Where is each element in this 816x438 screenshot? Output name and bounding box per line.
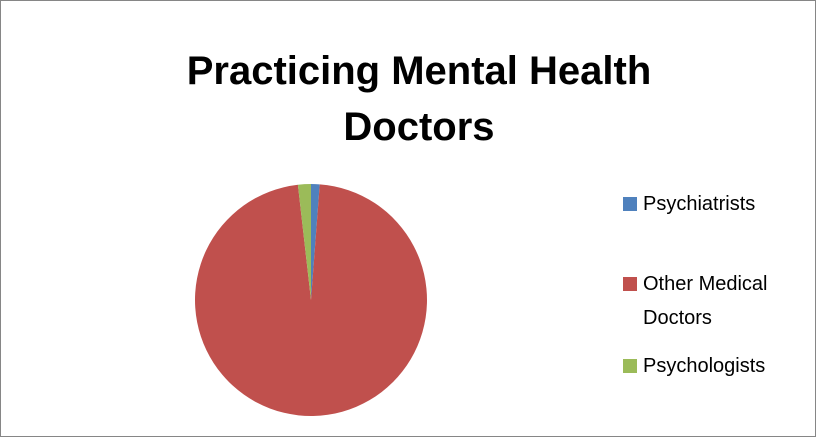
legend-item: Other Medical Doctors [623,267,793,335]
pie-slice [194,184,427,417]
pie-slice [297,184,311,300]
pie-slice [311,184,320,300]
legend-item: Psychiatrists [623,187,793,221]
legend-swatch [623,197,637,211]
legend-label: Psychologists [643,355,766,377]
legend-label: Psychiatrists [643,193,756,215]
legend-swatch [623,277,637,291]
legend-label: Other Medical Doctors [643,273,768,329]
chart-title: Practicing Mental Health Doctors [186,49,652,149]
legend-swatch [623,359,637,373]
legend-item: Psychologists [623,349,793,383]
